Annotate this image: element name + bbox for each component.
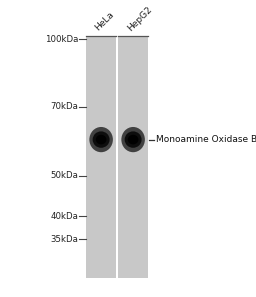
- Ellipse shape: [96, 135, 106, 144]
- Text: 70kDa: 70kDa: [50, 102, 78, 111]
- Ellipse shape: [121, 127, 145, 152]
- Text: 50kDa: 50kDa: [50, 171, 78, 180]
- Bar: [87, 36, 116, 278]
- Text: 40kDa: 40kDa: [50, 212, 78, 221]
- Text: Monoamine Oxidase B: Monoamine Oxidase B: [156, 135, 256, 144]
- Ellipse shape: [89, 127, 113, 152]
- Ellipse shape: [93, 131, 110, 148]
- Bar: [118, 36, 148, 278]
- Text: 35kDa: 35kDa: [50, 235, 78, 244]
- Text: HepG2: HepG2: [125, 4, 154, 33]
- Ellipse shape: [128, 135, 138, 144]
- Text: HeLa: HeLa: [93, 10, 116, 33]
- Ellipse shape: [125, 131, 142, 148]
- Text: 100kDa: 100kDa: [45, 35, 78, 44]
